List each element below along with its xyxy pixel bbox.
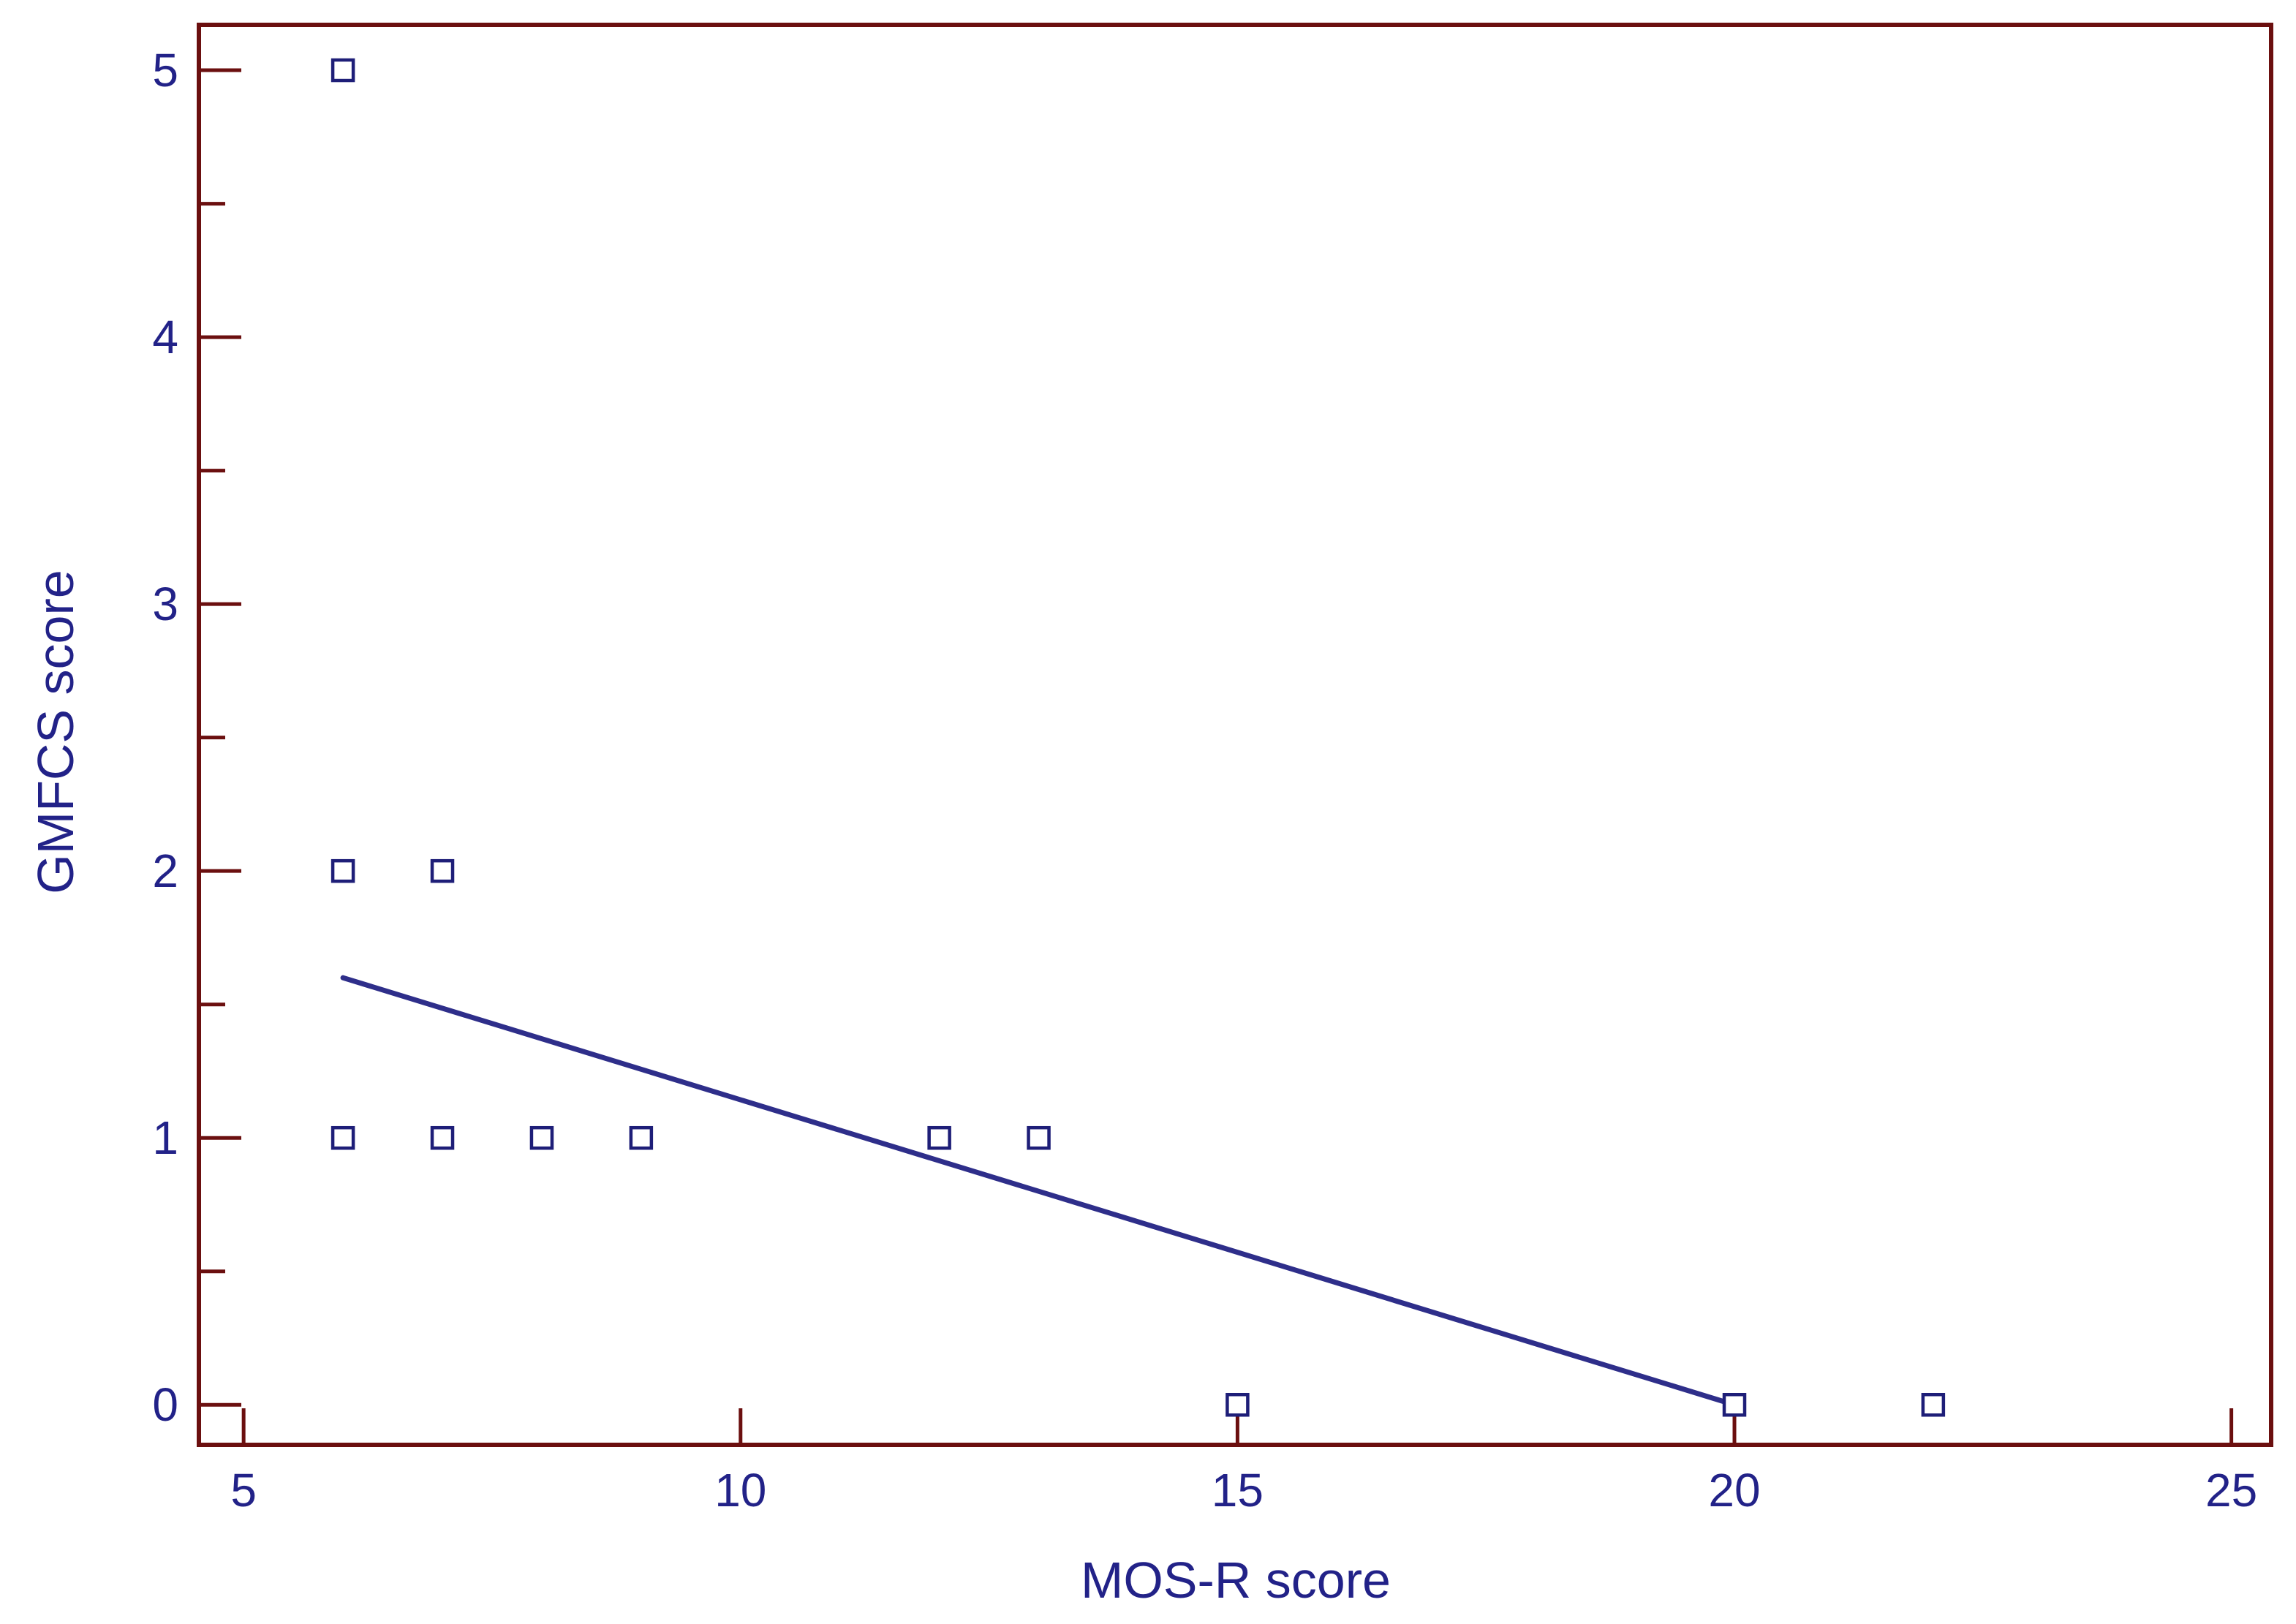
data-point: [1722, 1392, 1747, 1417]
y-tick-label: 4: [152, 311, 178, 363]
x-tick-label: 25: [2205, 1464, 2257, 1517]
y-tick-label: 0: [152, 1378, 178, 1431]
x-tick-label: 20: [1708, 1464, 1760, 1517]
y-tick-label: 1: [152, 1111, 178, 1164]
plot-frame: [197, 23, 2273, 1447]
data-point: [1027, 1125, 1051, 1150]
data-point: [331, 1125, 355, 1150]
x-tick-label: 15: [1212, 1464, 1264, 1517]
data-point: [331, 858, 355, 883]
data-point: [430, 1125, 455, 1150]
data-point: [629, 1125, 654, 1150]
y-axis-title: GMFCS score: [27, 570, 84, 894]
data-point: [331, 58, 355, 83]
x-axis-title: MOS-R score: [1081, 1552, 1391, 1609]
x-tick-label: 10: [714, 1464, 766, 1517]
data-point: [529, 1125, 554, 1150]
data-point: [1226, 1392, 1250, 1417]
data-point: [927, 1125, 951, 1150]
y-tick-label: 3: [152, 578, 178, 630]
y-tick-label: 5: [152, 44, 178, 97]
regression-line: [340, 975, 1737, 1408]
y-tick-label: 2: [152, 845, 178, 897]
data-point: [430, 858, 455, 883]
data-point: [1921, 1392, 1946, 1417]
x-tick-label: 5: [230, 1464, 257, 1517]
